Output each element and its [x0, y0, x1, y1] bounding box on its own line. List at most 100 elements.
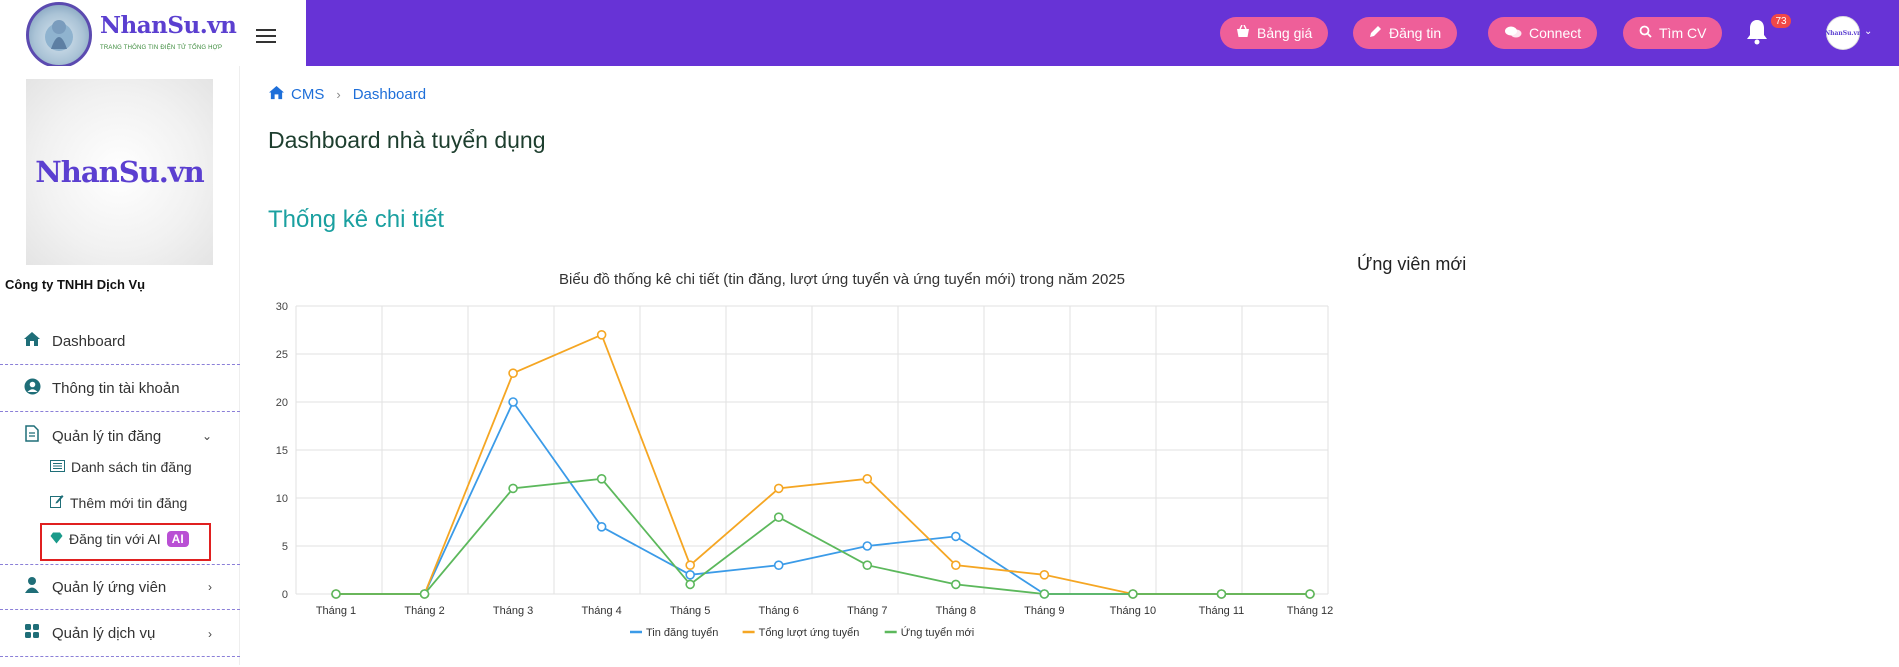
data-point: [773, 512, 784, 522]
sidebar-item-label: Quản lý tin đăng: [52, 427, 162, 445]
data-point: [773, 483, 784, 494]
ai-badge: AI: [166, 531, 189, 547]
basket-icon: [1236, 24, 1250, 41]
diamond-icon: [50, 532, 63, 547]
data-point: [1039, 569, 1050, 580]
pencil-icon: [1369, 25, 1382, 41]
sidebar-subitem-label: Danh sách tin đăng: [71, 459, 192, 475]
y-tick-label: 30: [276, 301, 288, 313]
brand-name: NhanSu.vn: [100, 12, 237, 39]
data-point: [1305, 589, 1315, 599]
sidebar-item-job-posts[interactable]: Quản lý tin đăng ⌄: [0, 413, 240, 459]
bell-icon[interactable]: [1745, 18, 1773, 48]
brand-tagline: TRANG THÔNG TIN ĐIỆN TỬ TỔNG HỢP: [100, 45, 223, 51]
company-name: Công ty TNHH Dịch Vụ: [5, 277, 146, 292]
find-cv-button[interactable]: Tìm CV: [1623, 17, 1723, 49]
chevron-down-icon[interactable]: ⌄: [1864, 26, 1873, 37]
data-point: [951, 531, 961, 542]
page-title: Dashboard nhà tuyển dụng: [268, 127, 546, 153]
post-job-label: Đăng tin: [1389, 25, 1442, 41]
data-point: [419, 589, 430, 599]
logo-area[interactable]: NhanSu.vn TRANG THÔNG TIN ĐIỆN TỬ TỔNG H…: [0, 0, 306, 68]
person-icon: [22, 576, 42, 599]
data-point: [685, 560, 695, 571]
sidebar-item-candidates[interactable]: Quản lý ứng viên ›: [0, 564, 240, 610]
grid-icon: [22, 623, 42, 644]
data-point: [1128, 589, 1138, 599]
sidebar-subitem-label: Thêm mới tin đăng: [70, 494, 188, 511]
x-tick-label: Tháng 5: [670, 605, 710, 617]
home-icon[interactable]: [268, 85, 285, 104]
data-point: [1039, 589, 1050, 599]
y-tick-label: 5: [282, 541, 288, 553]
brand-logo-emblem: [26, 2, 92, 68]
post-job-button[interactable]: Đăng tin: [1353, 17, 1458, 49]
data-point: [773, 560, 784, 571]
x-tick-label: Tháng 4: [581, 605, 621, 617]
data-point: [508, 397, 518, 407]
legend-label: Ứng tuyển mới: [901, 626, 974, 639]
data-point: [596, 521, 607, 532]
avatar[interactable]: NhanSu.vn: [1825, 16, 1861, 50]
connect-button[interactable]: Connect: [1488, 17, 1598, 49]
y-tick-label: 15: [276, 445, 288, 457]
x-tick-label: Tháng 11: [1199, 605, 1245, 617]
menu-toggle-icon[interactable]: [256, 29, 276, 43]
legend-label: Tin đăng tuyển: [646, 627, 718, 639]
company-logo: NhanSu.vn: [26, 79, 213, 265]
data-point: [1216, 589, 1227, 599]
x-tick-label: Tháng 2: [404, 605, 444, 617]
sidebar-subitem-new-post[interactable]: Thêm mới tin đăng: [50, 494, 187, 511]
chevron-right-icon: ›: [208, 580, 212, 594]
home-icon: [22, 331, 42, 352]
x-tick-label: Tháng 3: [493, 605, 533, 617]
new-candidates-title: Ứng viên mới: [1357, 254, 1467, 274]
data-point: [862, 541, 873, 551]
sidebar-item-dashboard[interactable]: Dashboard: [0, 319, 240, 365]
statistics-chart-svg: Biểu đồ thống kê chi tiết (tin đăng, lượ…: [276, 271, 1333, 639]
sidebar-item-label: Thông tin tài khoản: [52, 380, 180, 397]
ai-post-highlight-box: [40, 523, 211, 561]
x-tick-label: Tháng 9: [1024, 605, 1064, 617]
sidebar-subitem-post-list[interactable]: Danh sách tin đăng: [50, 459, 192, 475]
chevron-down-icon: ⌄: [201, 429, 212, 443]
series-line: [336, 477, 1310, 595]
breadcrumb-separator: ›: [336, 87, 341, 102]
notification-badge: 73: [1771, 14, 1791, 28]
search-icon: [1639, 25, 1652, 41]
chevron-right-icon: ›: [208, 626, 212, 641]
sidebar-item-label: Quản lý ứng viên: [52, 578, 167, 596]
edit-icon: [50, 494, 64, 511]
data-point: [596, 330, 607, 340]
connect-label: Connect: [1529, 25, 1582, 41]
data-point: [862, 474, 873, 484]
sidebar-item-services[interactable]: Quản lý dịch vụ ›: [0, 611, 240, 657]
legend-label: Tổng lượt ứng tuyển: [759, 627, 860, 639]
breadcrumb-cms-link[interactable]: CMS: [291, 86, 325, 103]
sidebar: NhanSu.vn Công ty TNHH Dịch Vụ Dashboard…: [0, 66, 240, 665]
x-tick-label: Tháng 6: [759, 605, 799, 617]
chart-title: Biểu đồ thống kê chi tiết (tin đăng, lượ…: [559, 271, 1125, 288]
pricing-label: Bảng giá: [1257, 25, 1313, 41]
list-icon: [50, 459, 65, 475]
data-point: [951, 560, 961, 571]
breadcrumb-dashboard-link[interactable]: Dashboard: [352, 86, 427, 103]
x-tick-label: Tháng 10: [1110, 605, 1156, 617]
y-tick-label: 10: [276, 493, 288, 505]
x-tick-label: Tháng 7: [847, 605, 887, 617]
y-tick-label: 25: [276, 349, 288, 361]
document-icon: [22, 425, 42, 447]
statistics-chart: Biểu đồ thống kê chi tiết (tin đăng, lượ…: [262, 262, 1342, 662]
data-point: [685, 579, 695, 590]
breadcrumb: CMS › Dashboard: [268, 85, 426, 104]
sidebar-item-account[interactable]: Thông tin tài khoản: [0, 366, 240, 412]
data-point: [951, 579, 961, 590]
sidebar-subitem-label: Đăng tin với AI: [69, 531, 161, 547]
pricing-button[interactable]: Bảng giá: [1220, 17, 1329, 49]
sidebar-subitem-ai-post[interactable]: Đăng tin với AI AI: [50, 531, 189, 547]
x-tick-label: Tháng 1: [316, 605, 356, 617]
y-tick-label: 0: [282, 589, 288, 601]
data-point: [685, 569, 695, 580]
user-circle-icon: [22, 378, 42, 400]
find-cv-label: Tìm CV: [1659, 25, 1707, 41]
